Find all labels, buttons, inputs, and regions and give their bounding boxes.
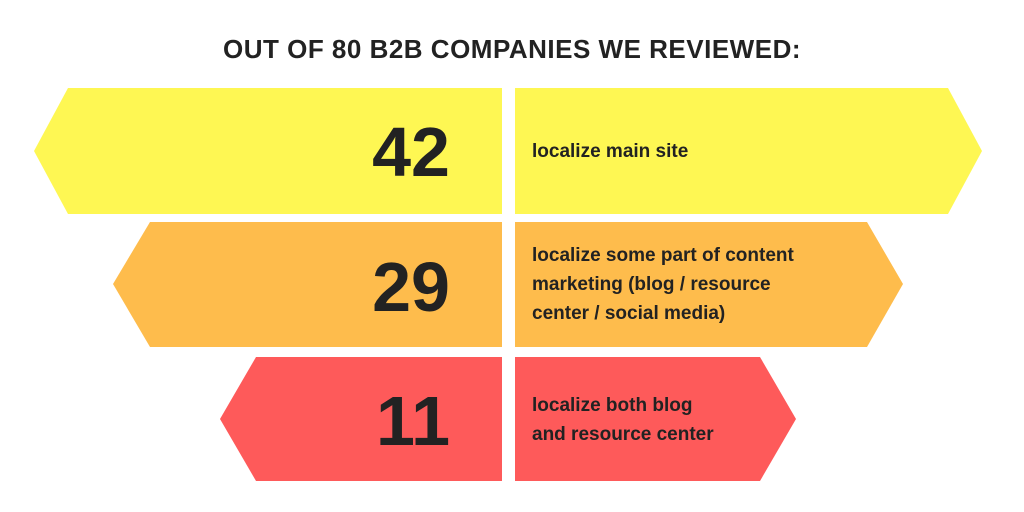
row2-description-line: center / social media) — [532, 303, 726, 324]
row2-description: localize some part of content marketing … — [532, 241, 794, 328]
infographic-title: OUT OF 80 B2B COMPANIES WE REVIEWED: — [222, 34, 801, 64]
row3-description-line: and resource center — [532, 424, 714, 445]
row1-left-shape — [34, 88, 502, 214]
row2-right-shape — [515, 222, 903, 347]
row1-description: localize main site — [532, 137, 688, 166]
row1-right-shape — [515, 88, 982, 214]
row3-description-line: localize both blog — [532, 395, 693, 416]
row3-left-shape — [220, 357, 502, 481]
row3-number: 11 — [376, 382, 450, 460]
row1-number: 42 — [372, 113, 450, 191]
row2-description-line: marketing (blog / resource — [532, 274, 771, 295]
row2-description-line: localize some part of content — [532, 245, 794, 266]
row2-left-shape — [113, 222, 502, 347]
row2-number: 29 — [372, 248, 450, 326]
row1-description-line: localize main site — [532, 141, 689, 162]
row3-description: localize both blog and resource center — [532, 391, 714, 449]
row3-right-shape — [515, 357, 796, 481]
